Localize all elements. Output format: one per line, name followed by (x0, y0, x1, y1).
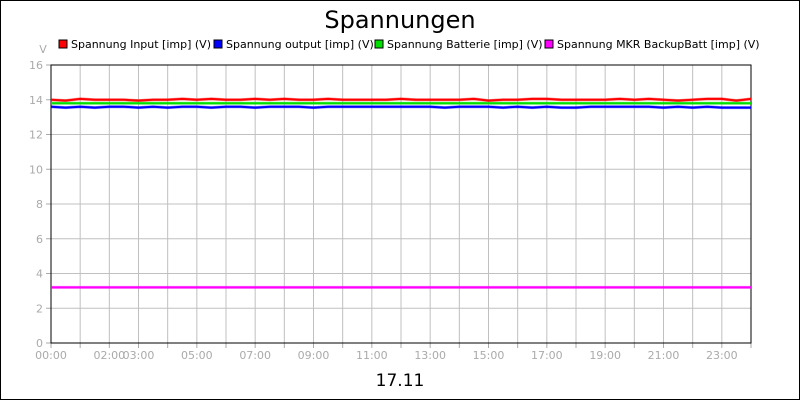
x-tick-label: 05:00 (181, 349, 213, 362)
x-tick-label: 11:00 (356, 349, 388, 362)
y-tick-label: 2 (36, 302, 43, 315)
y-tick-label: 10 (29, 163, 43, 176)
x-tick-label: 00:00 (35, 349, 67, 362)
chart-title: Spannungen (324, 6, 475, 34)
legend-entry: Spannung Input [imp] (V) (71, 38, 211, 51)
y-tick-label: 0 (36, 337, 43, 350)
legend-entry: Spannung output [imp] (V) (226, 38, 374, 51)
y-tick-label: 16 (29, 59, 43, 72)
y-tick-label: 12 (29, 129, 43, 142)
y-tick-label: 14 (29, 94, 43, 107)
x-tick-label: 21:00 (648, 349, 680, 362)
y-tick-label: 4 (36, 268, 43, 281)
x-tick-label: 19:00 (589, 349, 621, 362)
grid (51, 65, 751, 343)
x-tick-label: 15:00 (473, 349, 505, 362)
plot-border (50, 64, 752, 344)
x-tick-label: 02:00 (93, 349, 125, 362)
x-tick-label: 23:00 (706, 349, 738, 362)
y-tick-label: 8 (36, 198, 43, 211)
legend-entry: Spannung Batterie [imp] (V) (387, 38, 543, 51)
legend-swatch (213, 39, 223, 49)
y-axis-label: V (39, 43, 47, 56)
legend-swatch (544, 39, 554, 49)
x-tick-label: 03:00 (123, 349, 155, 362)
legend: Spannung Input [imp] (V) Spannung output … (58, 38, 760, 51)
legend-entry: Spannung MKR BackupBatt [imp] (V) (557, 38, 760, 51)
series-lines (50, 97, 752, 289)
series-line (50, 97, 752, 102)
y-tick-label: 6 (36, 233, 43, 246)
x-axis-label: 17.11 (376, 371, 425, 391)
x-tick-label: 17:00 (531, 349, 563, 362)
legend-swatch (374, 39, 384, 49)
legend-swatch (58, 39, 68, 49)
x-tick-label: 09:00 (298, 349, 330, 362)
x-tick-label: 07:00 (239, 349, 271, 362)
series-line (50, 105, 751, 109)
x-tick-label: 13:00 (414, 349, 446, 362)
